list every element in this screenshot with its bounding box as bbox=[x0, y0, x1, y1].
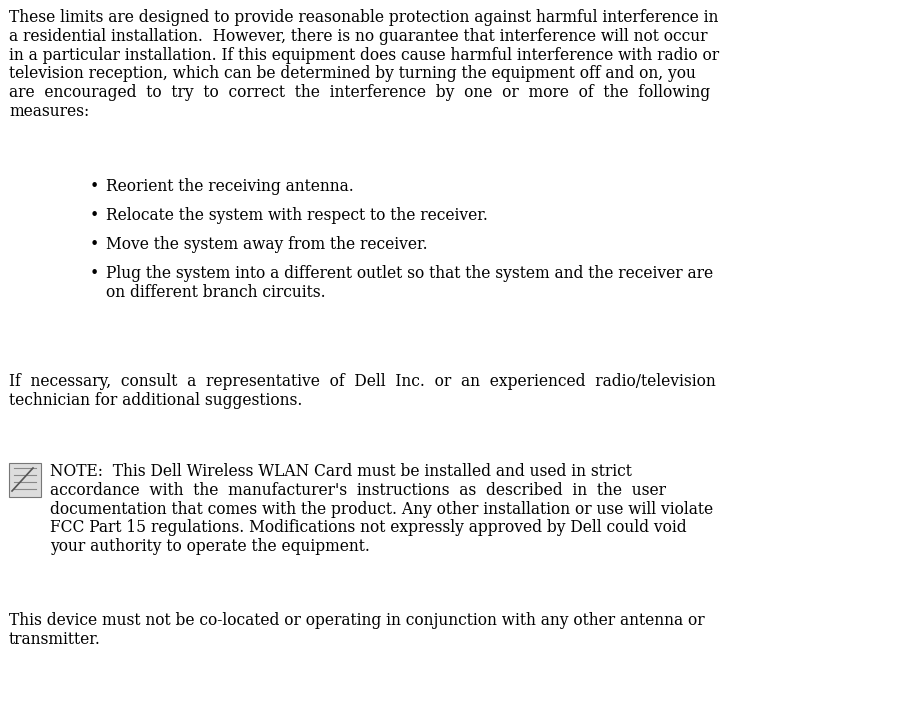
Text: on different branch circuits.: on different branch circuits. bbox=[106, 284, 326, 300]
Text: Move the system away from the receiver.: Move the system away from the receiver. bbox=[106, 236, 428, 253]
Text: •: • bbox=[90, 178, 99, 195]
Text: This device must not be co-located or operating in conjunction with any other an: This device must not be co-located or op… bbox=[9, 612, 705, 629]
Text: your authority to operate the equipment.: your authority to operate the equipment. bbox=[50, 538, 370, 555]
Text: •: • bbox=[90, 265, 99, 282]
Text: are  encouraged  to  try  to  correct  the  interference  by  one  or  more  of : are encouraged to try to correct the int… bbox=[9, 84, 710, 101]
Text: technician for additional suggestions.: technician for additional suggestions. bbox=[9, 392, 302, 409]
Text: in a particular installation. If this equipment does cause harmful interference : in a particular installation. If this eq… bbox=[9, 46, 719, 64]
Text: FCC Part 15 regulations. Modifications not expressly approved by Dell could void: FCC Part 15 regulations. Modifications n… bbox=[50, 519, 687, 536]
Text: television reception, which can be determined by turning the equipment off and o: television reception, which can be deter… bbox=[9, 65, 696, 82]
Text: NOTE:  This Dell Wireless WLAN Card must be installed and used in strict: NOTE: This Dell Wireless WLAN Card must … bbox=[50, 463, 632, 480]
Text: a residential installation.  However, there is no guarantee that interference wi: a residential installation. However, the… bbox=[9, 28, 707, 45]
Text: •: • bbox=[90, 236, 99, 253]
Text: •: • bbox=[90, 207, 99, 224]
FancyBboxPatch shape bbox=[9, 463, 41, 497]
Text: documentation that comes with the product. Any other installation or use will vi: documentation that comes with the produc… bbox=[50, 501, 713, 517]
Text: Reorient the receiving antenna.: Reorient the receiving antenna. bbox=[106, 178, 354, 195]
Text: If  necessary,  consult  a  representative  of  Dell  Inc.  or  an  experienced : If necessary, consult a representative o… bbox=[9, 373, 716, 390]
Text: measures:: measures: bbox=[9, 103, 89, 120]
Text: Plug the system into a different outlet so that the system and the receiver are: Plug the system into a different outlet … bbox=[106, 265, 713, 282]
Text: accordance  with  the  manufacturer's  instructions  as  described  in  the  use: accordance with the manufacturer's instr… bbox=[50, 482, 666, 499]
Text: transmitter.: transmitter. bbox=[9, 631, 101, 648]
Text: These limits are designed to provide reasonable protection against harmful inter: These limits are designed to provide rea… bbox=[9, 9, 718, 26]
Text: Relocate the system with respect to the receiver.: Relocate the system with respect to the … bbox=[106, 207, 488, 224]
